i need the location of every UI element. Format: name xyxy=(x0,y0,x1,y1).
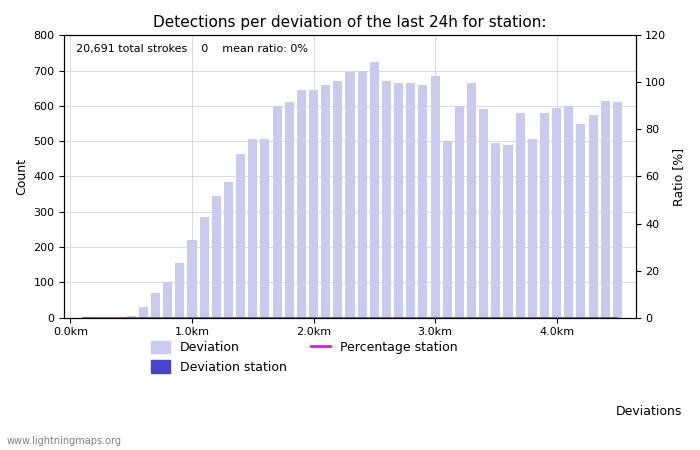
Bar xyxy=(345,72,355,318)
Y-axis label: Count: Count xyxy=(15,158,28,195)
Bar xyxy=(358,71,367,318)
Bar xyxy=(248,140,258,318)
Bar xyxy=(406,83,415,318)
Text: Deviations: Deviations xyxy=(616,405,682,418)
Bar xyxy=(612,102,622,318)
Bar xyxy=(430,76,440,318)
Bar xyxy=(564,106,573,318)
Bar xyxy=(333,81,342,318)
Text: www.lightningmaps.org: www.lightningmaps.org xyxy=(7,436,122,446)
Bar xyxy=(589,115,598,318)
Bar xyxy=(236,153,245,318)
Bar xyxy=(540,113,549,318)
Text: 20,691 total strokes    0    mean ratio: 0%: 20,691 total strokes 0 mean ratio: 0% xyxy=(76,44,308,54)
Bar xyxy=(139,307,148,318)
Bar xyxy=(297,90,306,318)
Bar xyxy=(552,108,561,318)
Y-axis label: Ratio [%]: Ratio [%] xyxy=(672,148,685,206)
Title: Detections per deviation of the last 24h for station:: Detections per deviation of the last 24h… xyxy=(153,15,547,30)
Bar xyxy=(199,217,209,318)
Bar xyxy=(151,293,160,318)
Bar xyxy=(188,240,197,318)
Bar xyxy=(467,83,476,318)
Bar xyxy=(370,62,379,318)
Bar xyxy=(455,106,464,318)
Bar xyxy=(576,124,585,318)
Bar xyxy=(260,140,270,318)
Legend: Deviation, Deviation station, Percentage station: Deviation, Deviation station, Percentage… xyxy=(146,336,463,379)
Bar xyxy=(127,316,136,318)
Bar xyxy=(516,113,525,318)
Bar xyxy=(419,85,428,318)
Bar xyxy=(212,196,221,318)
Bar xyxy=(528,140,537,318)
Bar xyxy=(394,83,403,318)
Bar xyxy=(224,182,233,318)
Bar xyxy=(503,145,512,318)
Bar xyxy=(285,102,294,318)
Bar xyxy=(309,90,318,318)
Bar xyxy=(382,81,391,318)
Bar xyxy=(321,85,330,318)
Bar xyxy=(175,263,184,318)
Bar xyxy=(442,141,452,318)
Bar xyxy=(491,143,500,318)
Bar xyxy=(479,109,488,318)
Bar xyxy=(601,101,610,318)
Bar xyxy=(272,106,281,318)
Bar xyxy=(163,282,172,318)
